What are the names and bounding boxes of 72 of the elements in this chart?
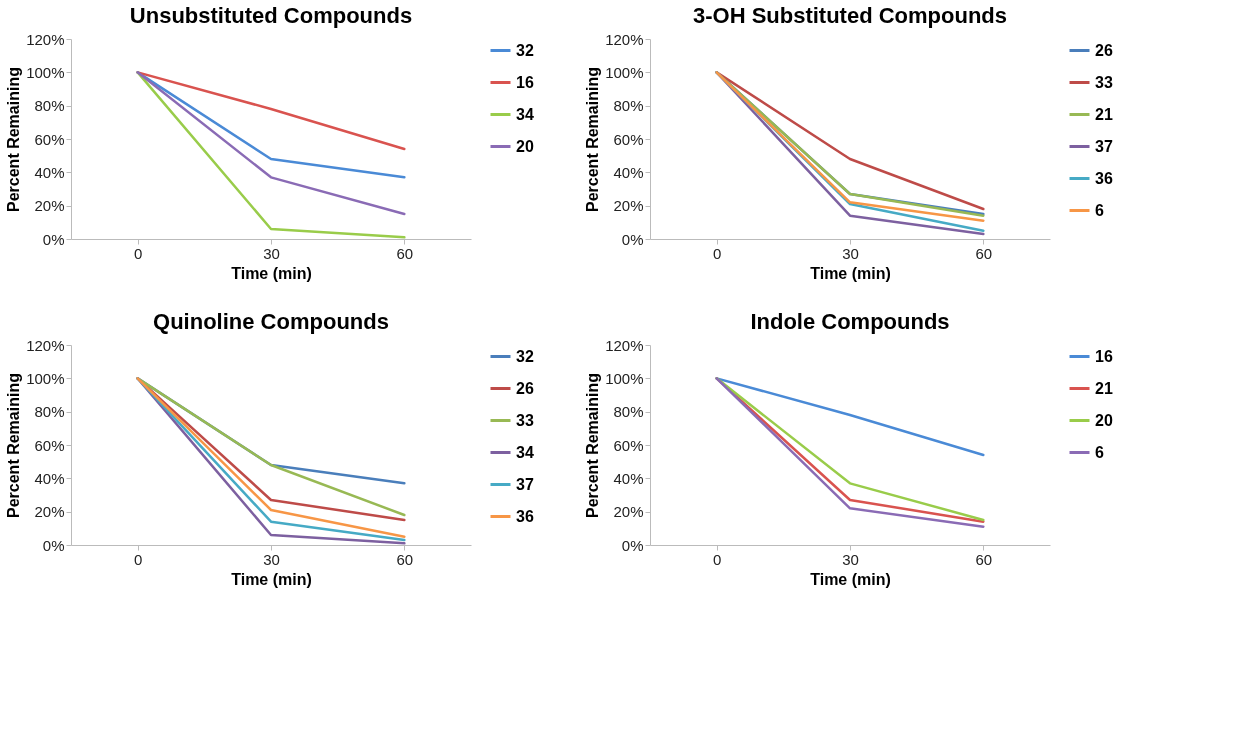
legend-label: 36 [1095, 169, 1113, 187]
y-tick-label: 80% [34, 403, 65, 421]
y-tick-label: 60% [34, 130, 65, 148]
x-axis-title: Time (min) [231, 570, 312, 588]
y-tick-label: 120% [26, 30, 65, 48]
legend-label: 34 [516, 443, 534, 461]
y-tick-label: 120% [605, 30, 644, 48]
x-axis-title: Time (min) [810, 264, 891, 282]
y-tick-label: 80% [613, 403, 644, 421]
x-tick-label: 60 [975, 244, 993, 262]
y-tick-label: 80% [613, 97, 644, 115]
y-tick-label: 80% [34, 97, 65, 115]
legend-label: 21 [1095, 105, 1113, 123]
x-tick-label: 30 [263, 550, 280, 568]
y-tick-label: 100% [26, 63, 65, 81]
y-axis-title: Percent Remaining [584, 67, 602, 212]
y-tick-label: 100% [26, 369, 65, 387]
y-tick-label: 40% [613, 163, 644, 181]
chart-title: 3-OH Substituted Compounds [692, 3, 1008, 28]
legend-label: 33 [1095, 73, 1113, 91]
legend-label: 33 [516, 411, 534, 429]
legend-label: 6 [1095, 201, 1104, 219]
legend-label: 36 [516, 507, 534, 525]
x-tick-label: 30 [842, 244, 859, 262]
legend-label: 32 [516, 347, 534, 365]
y-tick-label: 0% [621, 536, 644, 554]
legend-label: 37 [516, 475, 534, 493]
y-tick-label: 40% [34, 469, 65, 487]
y-tick-label: 0% [42, 230, 65, 248]
legend-label: 34 [516, 105, 534, 123]
y-tick-label: 60% [613, 130, 644, 148]
legend-label: 26 [1095, 41, 1113, 59]
x-tick-label: 60 [396, 550, 414, 568]
y-tick-label: 40% [34, 163, 65, 181]
x-tick-label: 60 [396, 244, 414, 262]
y-tick-label: 100% [605, 369, 644, 387]
y-tick-label: 60% [34, 436, 65, 454]
x-tick-label: 0 [133, 244, 143, 262]
y-tick-label: 120% [26, 336, 65, 354]
x-tick-label: 0 [712, 244, 722, 262]
y-axis-title: Percent Remaining [5, 67, 23, 212]
y-axis-title: Percent Remaining [584, 373, 602, 518]
y-tick-label: 20% [34, 503, 65, 521]
y-tick-label: 60% [613, 436, 644, 454]
legend-label: 37 [1095, 137, 1113, 155]
legend-label: 26 [516, 379, 534, 397]
x-tick-label: 60 [975, 550, 993, 568]
y-tick-label: 20% [613, 197, 644, 215]
y-axis-title: Percent Remaining [5, 373, 23, 518]
y-tick-label: 20% [34, 197, 65, 215]
legend-label: 6 [1095, 443, 1104, 461]
x-axis-title: Time (min) [231, 264, 312, 282]
y-tick-label: 0% [42, 536, 65, 554]
x-axis-title: Time (min) [810, 570, 891, 588]
y-tick-label: 100% [605, 63, 644, 81]
legend-label: 16 [516, 73, 534, 91]
legend-label: 16 [1095, 347, 1113, 365]
legend-label: 20 [1095, 411, 1113, 429]
chart-title: Indole Compounds [750, 309, 950, 334]
chart-title: Unsubstituted Compounds [129, 3, 413, 28]
legend-label: 20 [516, 137, 534, 155]
legend-label: 32 [516, 41, 534, 59]
y-tick-label: 120% [605, 336, 644, 354]
x-tick-label: 0 [133, 550, 143, 568]
x-tick-label: 0 [712, 550, 722, 568]
x-tick-label: 30 [263, 244, 280, 262]
y-tick-label: 40% [613, 469, 644, 487]
y-tick-label: 0% [621, 230, 644, 248]
chart-title: Quinoline Compounds [153, 309, 389, 334]
x-tick-label: 30 [842, 550, 859, 568]
legend-label: 21 [1095, 379, 1113, 397]
y-tick-label: 20% [613, 503, 644, 521]
